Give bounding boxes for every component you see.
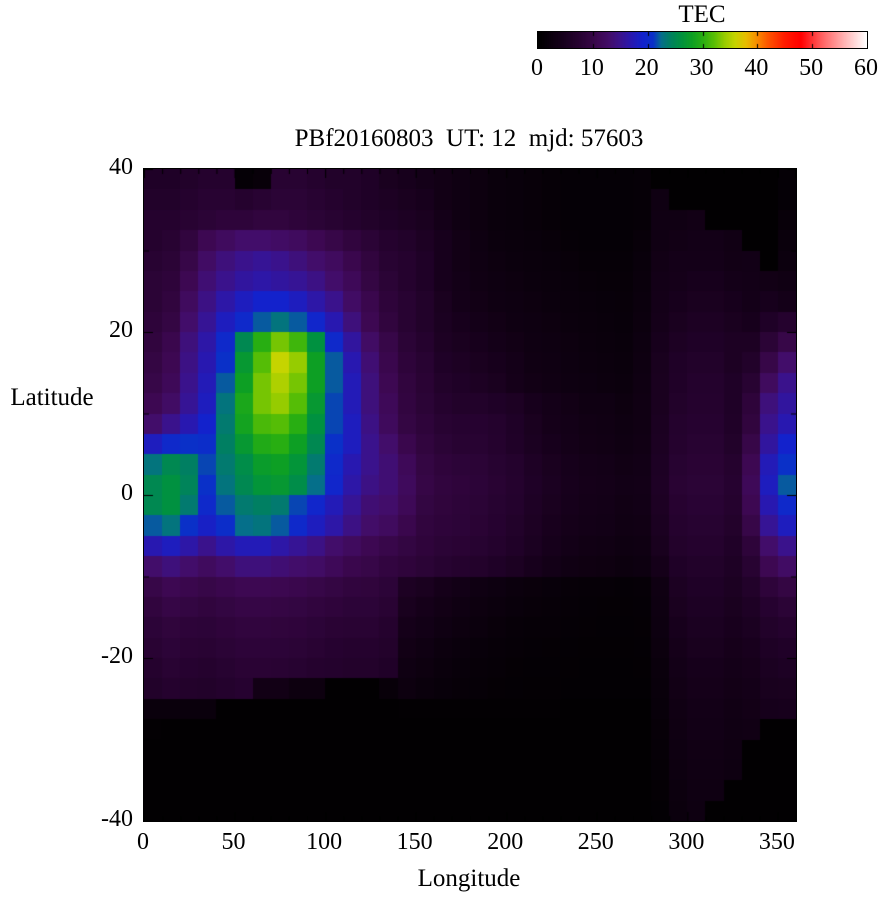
colorbar-tick-label: 0 xyxy=(531,55,543,81)
x-tick-label: 250 xyxy=(577,829,614,855)
colorbar-tick-label: 20 xyxy=(634,55,659,81)
x-tick-label: 300 xyxy=(668,829,705,855)
x-tick-label: 200 xyxy=(487,829,524,855)
x-tick-label: 150 xyxy=(396,829,433,855)
colorbar-tick-label: 10 xyxy=(579,55,604,81)
x-tick-label: 0 xyxy=(137,829,149,855)
x-tick-label: 350 xyxy=(758,829,795,855)
x-tick-label: 100 xyxy=(306,829,343,855)
colorbar-title: TEC xyxy=(678,1,726,28)
y-axis-label: Latitude xyxy=(10,384,94,411)
y-tick-label: 40 xyxy=(109,153,133,180)
plot-title: PBf20160803 UT: 12 mjd: 57603 xyxy=(294,125,644,152)
y-tick-label: -20 xyxy=(101,642,133,669)
y-tick-label: 0 xyxy=(121,479,133,506)
colorbar-tick-label: 40 xyxy=(744,55,769,81)
x-tick-label: 50 xyxy=(221,829,246,855)
colorbar-gradient xyxy=(537,31,868,49)
colorbar-tick-label: 30 xyxy=(689,55,714,81)
colorbar-tick-label: 60 xyxy=(854,55,878,81)
heatmap-canvas xyxy=(143,168,797,822)
y-tick-label: -40 xyxy=(101,805,133,832)
colorbar-tick-label: 50 xyxy=(799,55,824,81)
x-axis-label: Longitude xyxy=(417,865,521,892)
y-tick-label: 20 xyxy=(109,316,133,343)
